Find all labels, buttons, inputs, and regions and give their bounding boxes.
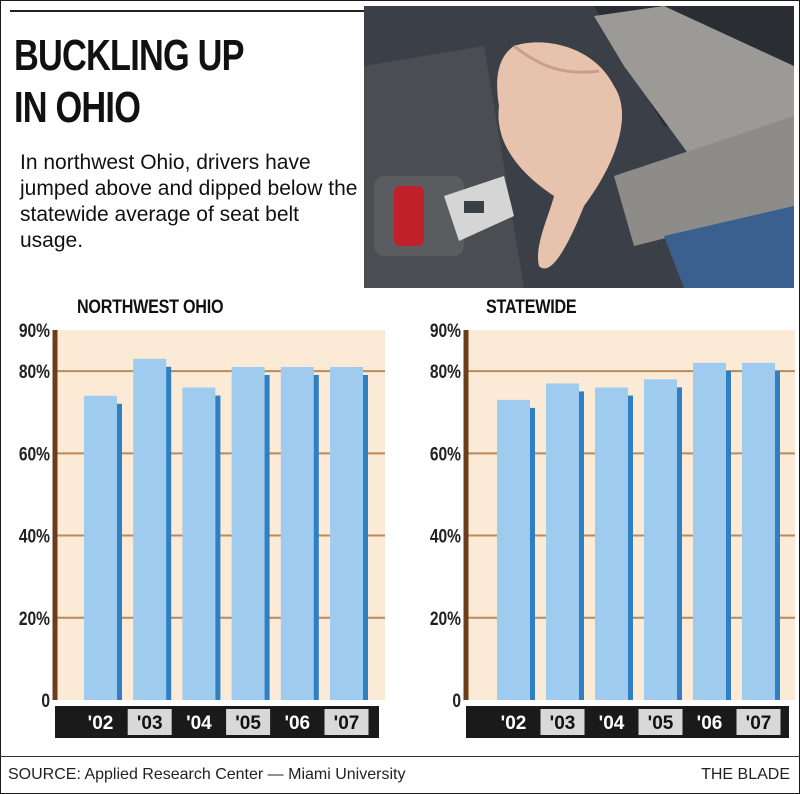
x-tick-label: '05 — [235, 713, 261, 734]
x-label-box — [226, 709, 271, 735]
chart-title-northwest: NORTHWEST OHIO — [77, 297, 224, 318]
bar-shadow — [676, 387, 682, 700]
x-tick-label: '07 — [746, 713, 772, 734]
footer-rule — [0, 756, 800, 757]
bar — [693, 362, 726, 700]
bar — [546, 383, 579, 700]
x-tick-label: '04 — [599, 713, 625, 734]
page-subtitle: In northwest Ohio, drivers have jumped a… — [20, 151, 358, 252]
x-label-box — [127, 709, 172, 735]
bar — [280, 367, 314, 700]
bar-shadow — [362, 375, 368, 700]
x-tick-label: '06 — [284, 713, 310, 734]
seatbelt-illustration — [364, 6, 794, 288]
y-tick-label: 80% — [19, 361, 50, 383]
x-tick-label: '04 — [186, 713, 212, 734]
bar-shadow — [627, 395, 633, 700]
y-tick-label: 20% — [19, 607, 50, 629]
bar-shadow — [165, 366, 172, 700]
x-tick-label: '05 — [648, 713, 674, 734]
y-tick-label: 40% — [430, 525, 461, 547]
bar-charts: 0 20% 40% 60% 80% 90% '02 '03 '04 '05 '06 '07 0 20% 40… — [19, 320, 795, 738]
bar — [182, 387, 216, 700]
bar — [231, 367, 265, 700]
bar — [133, 358, 167, 700]
bar-shadow — [214, 395, 221, 700]
y-tick-label: 60% — [430, 443, 461, 465]
y-tick-label: 40% — [19, 525, 50, 547]
y-tick-label: 80% — [430, 361, 461, 383]
bar — [497, 399, 530, 700]
bar-shadow — [529, 407, 535, 700]
x-tick-label: '02 — [88, 713, 114, 734]
top-rule — [10, 10, 366, 12]
x-tick-label: '03 — [137, 713, 163, 734]
x-label-box — [540, 709, 585, 735]
bar-shadow — [312, 375, 319, 700]
bar — [742, 362, 775, 700]
source-note: SOURCE: Applied Research Center — Miami … — [8, 766, 406, 783]
bar — [644, 379, 677, 700]
x-label-box — [736, 709, 781, 735]
y-tick-label: 0 — [452, 690, 461, 712]
bar-shadow — [725, 370, 731, 700]
x-label-box — [324, 709, 369, 735]
bar-shadow — [578, 391, 584, 700]
y-tick-label: 0 — [41, 690, 50, 712]
y-tick-label: 90% — [19, 320, 50, 342]
y-tick-label: 90% — [430, 320, 461, 342]
bar-shadow — [774, 370, 780, 700]
y-tick-label: 20% — [430, 607, 461, 629]
x-tick-label: '03 — [550, 713, 576, 734]
x-tick-label: '07 — [334, 713, 360, 734]
y-tick-label: 60% — [19, 443, 50, 465]
bar — [84, 395, 117, 700]
x-tick-label: '06 — [697, 713, 723, 734]
bar — [330, 367, 363, 700]
x-label-box — [638, 709, 683, 735]
page-title: BUCKLING UP IN OHIO — [14, 31, 245, 132]
chart-title-statewide: STATEWIDE — [486, 297, 577, 318]
x-tick-label: '02 — [501, 713, 527, 734]
bar — [595, 387, 628, 700]
seatbelt-photo — [364, 6, 794, 288]
bar-shadow — [263, 375, 270, 700]
bar-shadow — [116, 403, 122, 700]
publisher-credit: THE BLADE — [701, 766, 790, 783]
x-axis-label-strip — [466, 706, 789, 738]
